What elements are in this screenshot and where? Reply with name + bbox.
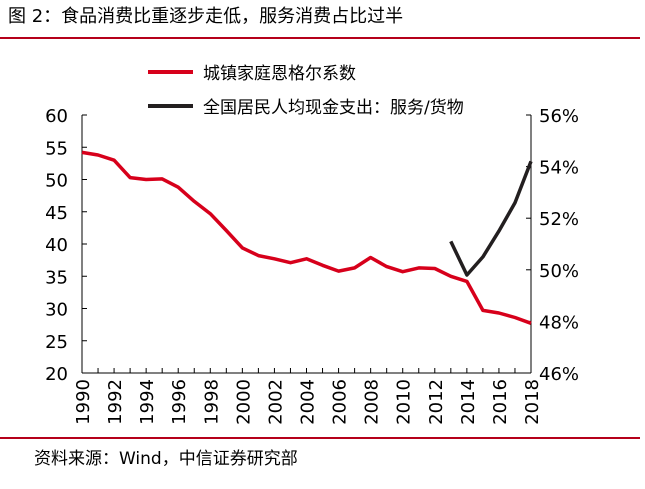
y-right-tick-label: 52% <box>539 209 579 230</box>
y-left-tick-label: 50 <box>45 171 68 192</box>
chart-title: 图 2：食品消费比重逐步走低，服务消费占比过半 <box>8 6 404 27</box>
legend: 城镇家庭恩格尔系数 全国居民人均现金支出：服务/货物 <box>148 64 464 118</box>
y-left-tick-label: 25 <box>45 332 68 353</box>
y-left-tick-label: 45 <box>45 203 68 224</box>
x-tick-label: 1996 <box>169 379 190 425</box>
x-tick-label: 2016 <box>490 379 511 425</box>
x-tick-label: 2000 <box>233 379 254 425</box>
x-tick-label: 1994 <box>137 379 158 425</box>
x-tick-label: 2014 <box>458 379 479 425</box>
x-tick-label: 1990 <box>73 379 94 425</box>
x-tick-label: 2004 <box>298 379 319 425</box>
legend-label-service-ratio: 全国居民人均现金支出：服务/货物 <box>203 98 464 118</box>
y-left-tick-label: 55 <box>45 138 68 159</box>
y-right-tick-label: 46% <box>539 364 579 385</box>
legend-label-engel: 城镇家庭恩格尔系数 <box>203 64 356 84</box>
x-tick-label: 2010 <box>394 379 415 425</box>
title-divider <box>0 37 640 39</box>
y-right-tick-label: 56% <box>539 106 579 127</box>
source-divider <box>0 437 640 439</box>
x-tick-label: 2018 <box>522 379 543 425</box>
series-line-engel <box>81 150 532 325</box>
y-right-tick-label: 50% <box>539 261 579 282</box>
y-left-tick-label: 20 <box>45 364 68 385</box>
series-line-service-ratio <box>449 160 533 277</box>
y-right-tick-label: 48% <box>539 312 579 333</box>
x-tick-label: 2012 <box>426 379 447 425</box>
x-tick-label: 2002 <box>265 379 286 425</box>
x-tick-label: 2008 <box>362 379 383 425</box>
x-tick-label: 1992 <box>105 379 126 425</box>
y-left-tick-label: 60 <box>45 106 68 127</box>
y-right-tick-label: 54% <box>539 158 579 179</box>
x-tick-label: 1998 <box>201 379 222 425</box>
y-left-tick-label: 30 <box>45 300 68 321</box>
x-tick-label: 2006 <box>330 379 351 425</box>
y-left-tick-label: 40 <box>45 235 68 256</box>
y-left-tick-label: 35 <box>45 267 68 288</box>
chart-source: 资料来源：Wind，中信证券研究部 <box>34 449 298 469</box>
